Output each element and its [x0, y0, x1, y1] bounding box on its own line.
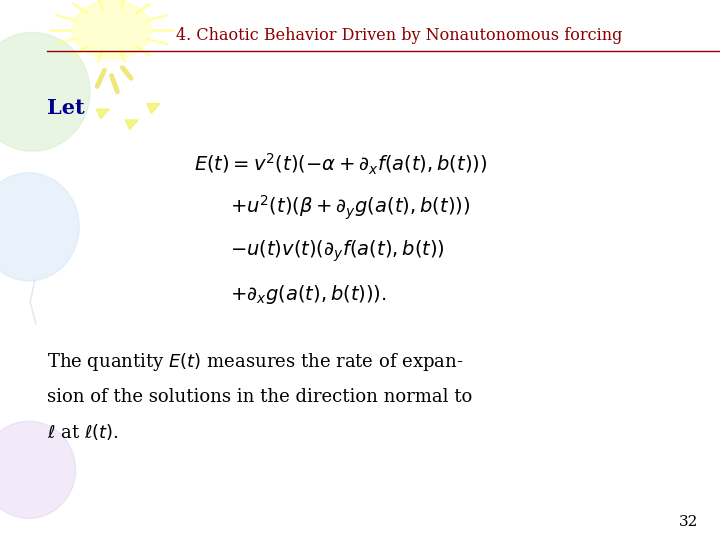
- Polygon shape: [96, 109, 109, 119]
- Polygon shape: [147, 104, 160, 113]
- Text: 32: 32: [679, 515, 698, 529]
- Text: 4. Chaotic Behavior Driven by Nonautonomous forcing: 4. Chaotic Behavior Driven by Nonautonom…: [176, 26, 623, 44]
- Text: $+ u^2(t)(\beta + \partial_y g(a(t), b(t)))$: $+ u^2(t)(\beta + \partial_y g(a(t), b(t…: [230, 194, 471, 222]
- Ellipse shape: [0, 32, 90, 151]
- Text: sion of the solutions in the direction normal to: sion of the solutions in the direction n…: [47, 388, 472, 406]
- Ellipse shape: [0, 173, 79, 281]
- Text: $- u(t)v(t)(\partial_y f(a(t), b(t))$: $- u(t)v(t)(\partial_y f(a(t), b(t))$: [230, 238, 446, 264]
- Circle shape: [72, 0, 151, 59]
- Text: $E(t) = v^2(t)(-\alpha + \partial_x f(a(t), b(t)))$: $E(t) = v^2(t)(-\alpha + \partial_x f(a(…: [194, 152, 487, 177]
- Text: $\ell$ at $\ell(t)$.: $\ell$ at $\ell(t)$.: [47, 422, 119, 442]
- Text: Let: Let: [47, 98, 84, 118]
- Text: The quantity $E(t)$ measures the rate of expan-: The quantity $E(t)$ measures the rate of…: [47, 351, 463, 373]
- Ellipse shape: [0, 421, 76, 518]
- Polygon shape: [125, 120, 138, 130]
- Text: $+ \partial_x g(a(t), b(t))).$: $+ \partial_x g(a(t), b(t))).$: [230, 283, 387, 306]
